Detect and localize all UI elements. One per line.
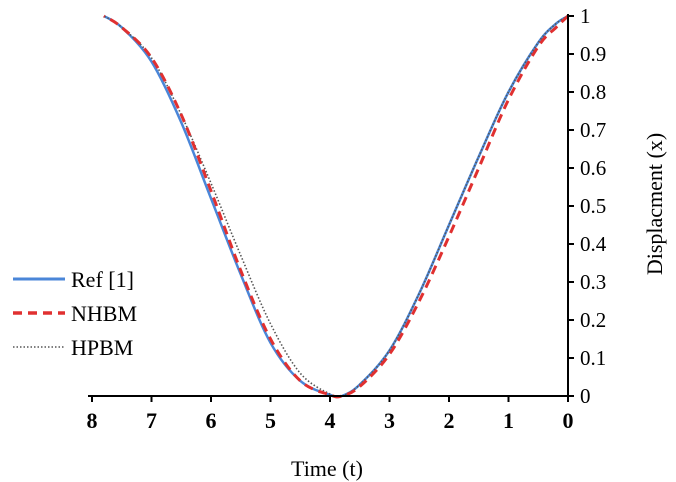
y-tick-label: 0.9	[580, 42, 606, 66]
y-tick-label: 1	[580, 4, 591, 28]
y-tick-label: 0.4	[580, 232, 607, 256]
x-tick-label: 1	[503, 408, 514, 433]
legend-item-ref: Ref [1]	[13, 267, 134, 292]
x-tick-label: 0	[563, 408, 574, 433]
y-tick-label: 0.3	[580, 270, 606, 294]
series-line-ref	[103, 14, 569, 399]
y-tick-label: 0.8	[580, 80, 606, 104]
x-tick-label: 8	[87, 408, 98, 433]
x-tick-label: 3	[384, 408, 395, 433]
x-tick-labels: 8 7 6 5 4 3 2 1 0	[87, 408, 574, 433]
legend-label-hpbm: HPBM	[71, 335, 133, 360]
x-tick-label: 4	[325, 408, 336, 433]
y-tick-label: 0.5	[580, 194, 606, 218]
x-axis-title: Time (t)	[291, 456, 363, 481]
legend-label-nhbm: NHBM	[71, 301, 137, 326]
legend: Ref [1] NHBM HPBM	[13, 267, 137, 360]
plot-area: 8 7 6 5 4 3 2 1 0 0 0.1 0.2 0.3 0.4 0.5 0.6 0.7 0.8 0.9 1	[87, 4, 607, 433]
y-tick-labels: 0 0.1 0.2 0.3 0.4 0.5 0.6 0.7 0.8 0.9 1	[580, 4, 607, 408]
x-tick-label: 6	[206, 408, 217, 433]
y-axis-title: Displacment (x)	[642, 133, 667, 275]
y-tick-label: 0.6	[580, 156, 606, 180]
y-tick-label: 0	[580, 384, 591, 408]
legend-label-ref: Ref [1]	[71, 267, 134, 292]
series-line-hpbm	[103, 15, 569, 398]
legend-item-nhbm: NHBM	[13, 301, 137, 326]
series-line-nhbm	[103, 14, 570, 399]
y-tick-label: 0.2	[580, 308, 606, 332]
x-tick-label: 5	[265, 408, 276, 433]
x-tick-label: 2	[444, 408, 455, 433]
legend-item-hpbm: HPBM	[13, 335, 133, 360]
axis-ticks	[91, 15, 574, 402]
x-tick-label: 7	[146, 408, 157, 433]
y-tick-label: 0.1	[580, 346, 606, 370]
y-tick-label: 0.7	[580, 118, 606, 142]
series-lines	[103, 14, 570, 399]
